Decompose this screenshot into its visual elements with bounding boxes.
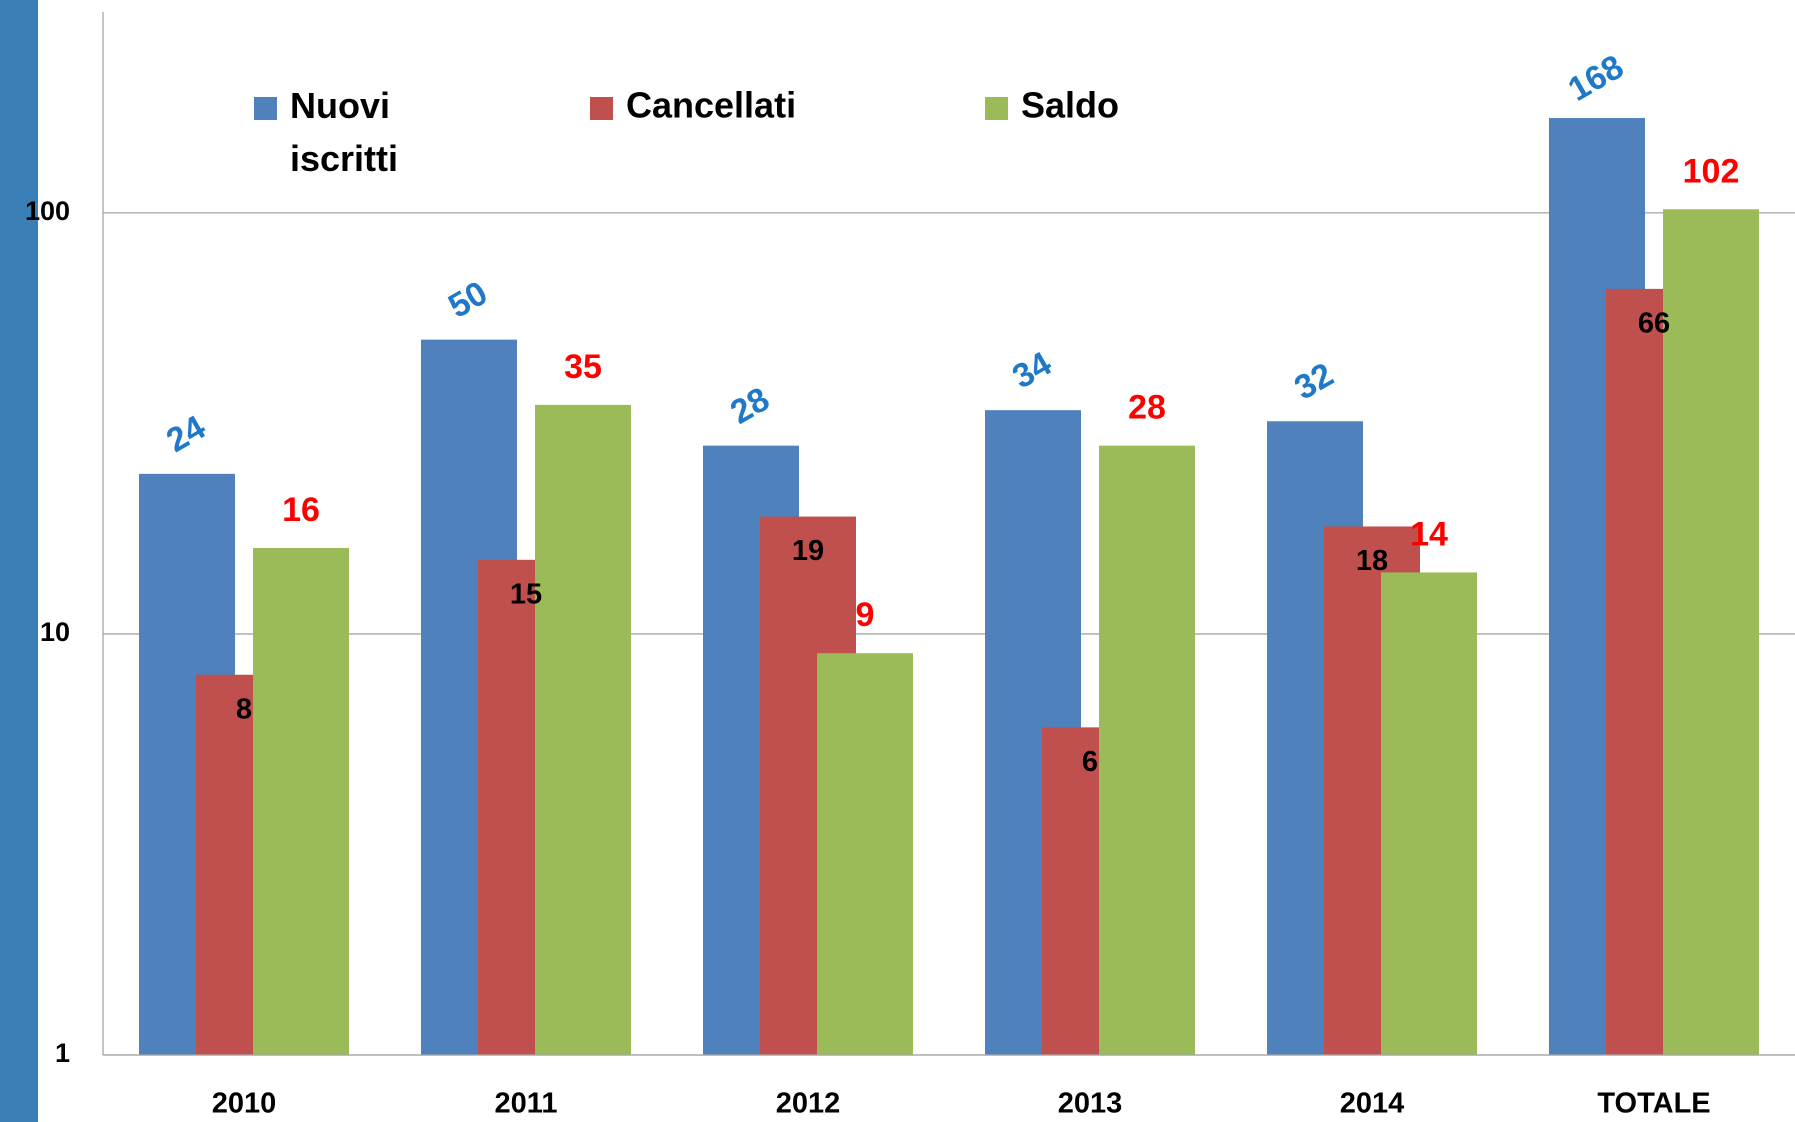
bar [1099,446,1195,1055]
data-label: 8 [236,693,252,725]
data-label: 16 [282,491,320,529]
data-label: 14 [1410,515,1448,553]
legend-swatch [254,97,277,120]
bar [817,653,913,1055]
data-label: 18 [1356,545,1388,577]
y-tick-label: 10 [40,617,70,647]
bar [1663,209,1759,1055]
x-tick-label: 2010 [212,1088,277,1120]
data-label: 102 [1683,152,1740,190]
legend-swatch [985,97,1008,120]
data-label: 6 [1082,746,1098,778]
x-tick-label: TOTALE [1597,1088,1710,1120]
bar [253,548,349,1055]
y-tick-label: 100 [25,196,70,226]
x-tick-label: 2012 [776,1088,841,1120]
data-label: 15 [510,578,542,610]
bar [535,405,631,1055]
data-label: 19 [792,535,824,567]
x-tick-label: 2011 [495,1088,558,1120]
side-strip [0,0,38,1122]
y-tick-label: 1 [55,1038,70,1068]
bar [1381,572,1477,1055]
legend-label: Cancellati [626,85,796,126]
data-label: 66 [1638,308,1670,340]
data-label: 28 [1128,389,1166,427]
chart: 1101002450283432168815196186616359281410… [0,0,1795,1122]
data-label: 9 [856,596,875,634]
x-tick-label: 2013 [1058,1088,1123,1120]
legend-swatch [590,97,613,120]
legend-label: Saldo [1021,85,1119,126]
data-label: 35 [564,348,602,386]
x-tick-label: 2014 [1340,1088,1405,1120]
